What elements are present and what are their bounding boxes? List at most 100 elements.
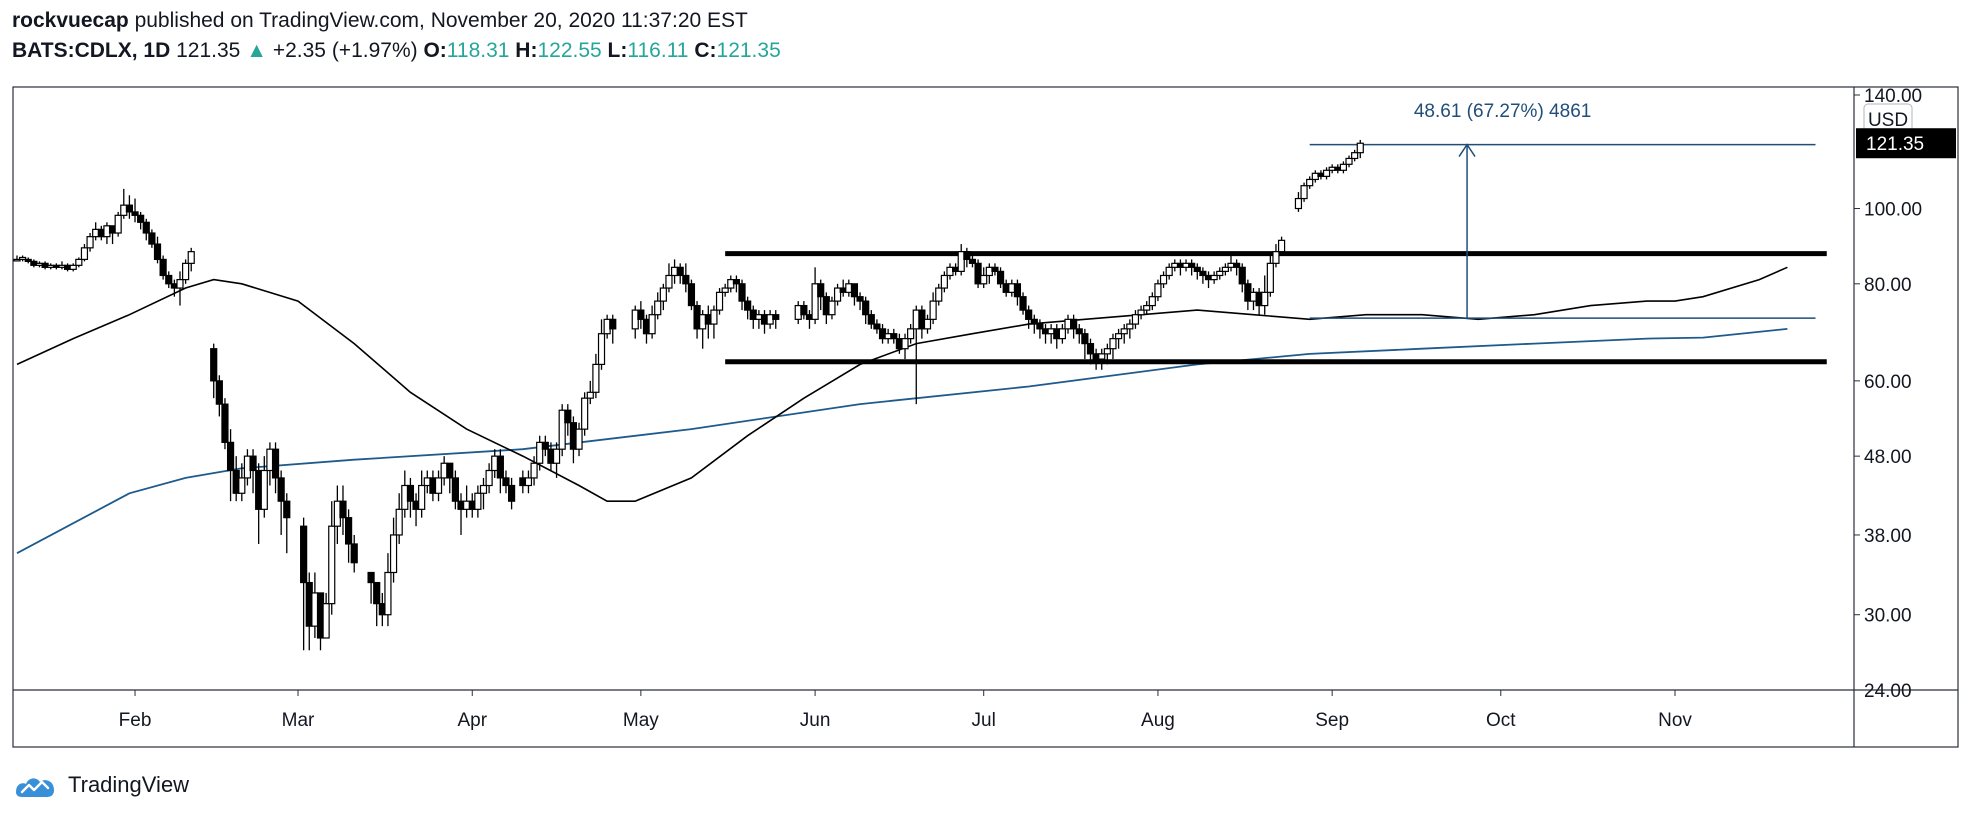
x-tick-label: Oct <box>1486 710 1516 731</box>
candle <box>715 288 724 315</box>
candle-body <box>1114 333 1123 340</box>
candle <box>1266 255 1274 297</box>
candle <box>485 463 493 494</box>
candle <box>721 283 729 297</box>
candle-body <box>215 380 223 405</box>
candle <box>277 470 285 535</box>
chart-header: rockvuecap published on TradingView.com,… <box>12 6 781 66</box>
measure-label: 48.61 (67.27%) 4861 <box>1414 101 1591 122</box>
candle-body <box>867 314 875 325</box>
candle-body <box>732 279 741 285</box>
y-tick-label: 38.00 <box>1864 526 1912 547</box>
candle-body <box>1188 262 1196 268</box>
candle <box>1098 348 1106 370</box>
time-axis[interactable]: Feb Mar Apr May Jun Jul Aug Sep Oct Nov <box>119 690 1693 731</box>
y-tick-label: 30.00 <box>1864 606 1912 627</box>
candle <box>1081 328 1089 360</box>
y-tick-label: 24.00 <box>1864 681 1912 702</box>
candle <box>75 257 83 268</box>
candle <box>142 218 150 241</box>
candle-body <box>474 492 482 510</box>
candle <box>367 571 375 604</box>
candle <box>687 279 696 311</box>
candle <box>159 255 167 280</box>
candle-body <box>249 455 257 472</box>
candle <box>13 255 21 262</box>
candle <box>86 233 94 252</box>
candle-body <box>850 283 859 298</box>
candle-body <box>1120 328 1128 335</box>
candle-body <box>1086 343 1095 355</box>
candle <box>1193 263 1201 280</box>
candle-body <box>114 214 122 234</box>
candle <box>1137 305 1145 320</box>
candle <box>1294 192 1303 212</box>
candle-body <box>676 266 684 277</box>
candle-body <box>446 462 454 479</box>
candle <box>923 314 932 334</box>
candle <box>249 449 257 494</box>
publisher-name[interactable]: rockvuecap <box>12 9 129 32</box>
open-value: 118.31 <box>446 39 510 62</box>
candle-body <box>418 484 426 510</box>
candle-body <box>507 484 516 502</box>
candle-body <box>524 477 533 487</box>
candle <box>1131 310 1140 329</box>
candle <box>395 493 403 544</box>
candle <box>373 581 381 627</box>
candle-body <box>271 448 280 479</box>
candle-body <box>687 283 696 307</box>
footer-brand[interactable]: TradingView <box>68 772 190 797</box>
candle-body <box>721 287 729 293</box>
candle-body <box>176 279 184 289</box>
candle-body <box>1137 309 1145 316</box>
candle <box>496 449 504 494</box>
candle <box>732 275 741 293</box>
candle <box>187 247 195 272</box>
candle <box>165 271 173 289</box>
candle <box>1086 338 1095 365</box>
candle-body <box>283 500 291 519</box>
moving-average-short <box>16 266 1788 502</box>
candle-body <box>165 274 173 285</box>
candle-body <box>738 283 746 302</box>
candle-body <box>923 318 932 330</box>
candle <box>1013 279 1022 306</box>
candle <box>125 195 134 219</box>
candle <box>182 259 190 284</box>
candle-body <box>142 221 150 234</box>
y-tick-label: 80.00 <box>1864 275 1912 296</box>
candle-body <box>1272 251 1280 264</box>
candle-body <box>210 348 218 382</box>
candle <box>963 247 971 268</box>
tradingview-logo-icon[interactable] <box>12 770 58 800</box>
candle <box>901 333 909 360</box>
candle <box>120 188 128 219</box>
candle-body <box>1322 169 1331 177</box>
candle <box>597 319 606 370</box>
candle <box>153 236 162 264</box>
candle <box>1272 244 1280 268</box>
candle-body <box>1306 178 1314 187</box>
candle <box>850 283 859 306</box>
candle-body <box>1294 197 1303 210</box>
publish-line: rockvuecap published on TradingView.com,… <box>12 6 781 36</box>
measure-arrow-head-icon <box>1458 143 1476 157</box>
candle <box>1114 328 1123 349</box>
candle <box>654 292 662 320</box>
candle-body <box>648 314 656 335</box>
candle <box>710 305 718 339</box>
candle-body <box>69 264 77 270</box>
candle <box>345 509 353 563</box>
candle-body <box>1216 270 1224 277</box>
candle <box>176 271 184 306</box>
symbol-label[interactable]: BATS:CDLX, 1D <box>12 39 171 62</box>
candle-body <box>384 571 392 616</box>
price-axis[interactable]: 140.00 100.00 80.00 60.00 48.00 38.00 30.00 24.… <box>1854 86 1956 702</box>
candle <box>873 319 881 334</box>
candle-body <box>552 448 561 464</box>
candle <box>1030 314 1038 334</box>
candle-body <box>1300 185 1308 200</box>
candle-body <box>996 270 1005 285</box>
